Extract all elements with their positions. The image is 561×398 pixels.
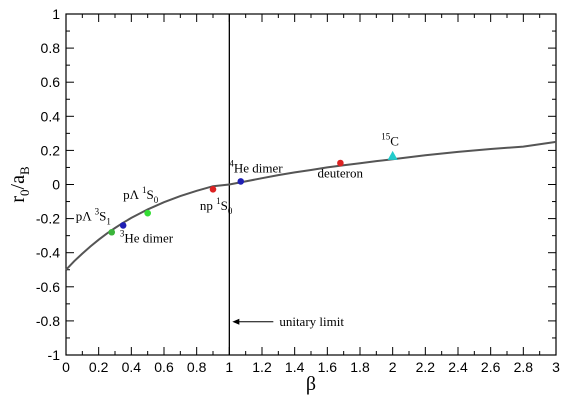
series-curve [65,140,557,271]
arrow-head [232,318,240,325]
ann-he4-sup: 4 [229,159,234,169]
annotation-he3-dimer: 3He dimer [120,228,174,245]
ann-pl3-pre: pΛ [76,208,95,223]
x-tick-label: 3 [552,359,560,375]
ann-pl1-sub: 0 [154,195,159,205]
annotation-c15: 15C [381,131,399,148]
tick-labels: 0 0.2 0.4 0.6 0.8 1 1.2 1.4 1.6 1.8 2 2.2 2.4 2.6 2.8 3… [36,6,560,375]
ann-np-main: S [221,198,228,213]
y-tick-label: -0.8 [36,313,60,329]
y-tick-label: -0.2 [36,211,60,227]
x-tick-label: 2.4 [448,359,468,375]
y-tick-label: 0.4 [41,108,61,124]
y-tick-label: 0.2 [41,142,61,158]
x-tick-label: 1.4 [285,359,305,375]
annotation-deuteron: deuteron [318,166,364,181]
x-tick-label: 2.6 [481,359,501,375]
ann-pl1-sup: 1 [142,185,147,195]
ann-pl1-pre: pΛ [123,187,142,202]
y-tick-label: 0.6 [41,74,61,90]
y-tick-label: -1 [48,347,61,363]
y-label-sub1: B [17,166,32,175]
ann-he3-main: He dimer [124,230,173,245]
annotation-he4-dimer: 4He dimer [229,159,283,176]
x-tick-label: 1.6 [318,359,338,375]
x-tick-label: 1.8 [350,359,370,375]
data-point [209,185,217,193]
x-axis-label: β [306,373,316,395]
unitary-limit-arrow [232,318,274,325]
data-point [337,159,344,167]
data-points [108,150,398,236]
annotation-pl-1s0: pΛ 1S0 [123,185,159,205]
ann-pl1-main: S [147,187,154,202]
y-label-main: r [7,196,29,203]
ann-c15-main: C [390,133,399,148]
x-tick-label: 1.2 [252,359,272,375]
ann-np-sub: 0 [228,206,233,216]
annotation-pl-3s1: pΛ 3S1 [76,206,111,226]
data-point [144,209,151,217]
annotation-np-1s0: np 1S0 [200,196,233,216]
x-tick-label: 0.2 [89,359,109,375]
annotation-unitary-limit: unitary limit [279,314,344,329]
ann-pl3-main: S [99,208,106,223]
y-tick-label: 0 [52,177,60,193]
plot-frame [65,13,557,356]
y-tick-label: 0.8 [41,40,61,56]
y-label-mid: /a [7,175,29,190]
y-tick-label: 1 [52,6,60,22]
x-tick-label: 2 [389,359,397,375]
ann-he3-sup: 3 [120,228,125,238]
x-tick-label: 0.6 [154,359,174,375]
x-tick-label: 0.4 [122,359,142,375]
y-axis-label: r0/aB [7,166,32,203]
x-tick-label: 1 [225,359,233,375]
ann-c15-sup: 15 [381,131,391,141]
x-tick-label: 2.8 [514,359,534,375]
ann-np-pre: np [200,198,216,213]
ann-pl3-sup: 3 [95,206,100,216]
ann-pl3-sub: 1 [106,216,111,226]
data-point [108,228,116,236]
data-point [387,150,398,160]
x-tick-label: 0 [62,359,70,375]
ticks [65,13,557,356]
y-tick-label: -0.6 [36,279,60,295]
data-point [119,222,127,229]
y-tick-label: -0.4 [36,245,60,261]
ann-np-sup: 1 [216,196,221,206]
data-point [237,178,245,185]
y-label-sub0: 0 [17,189,32,196]
x-tick-label: 0.8 [187,359,207,375]
x-tick-label: 2.2 [416,359,436,375]
ann-he4-main: He dimer [234,161,283,176]
